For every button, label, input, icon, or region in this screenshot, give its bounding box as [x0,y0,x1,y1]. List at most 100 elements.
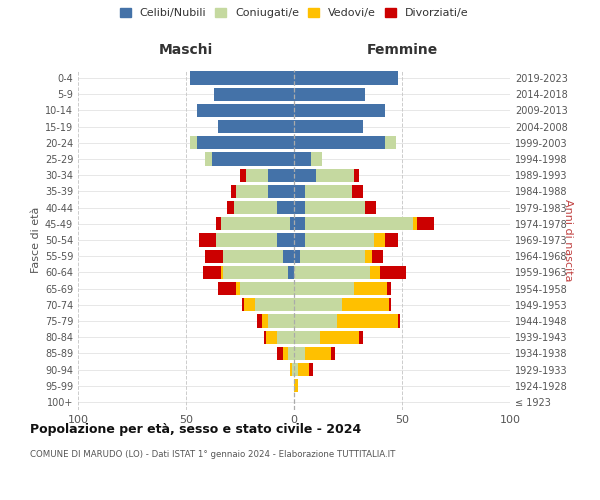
Bar [372,250,383,263]
Text: Maschi: Maschi [159,43,213,57]
Bar [255,298,294,312]
Bar [294,120,363,134]
Bar [232,185,236,198]
Bar [417,217,434,230]
Bar [294,168,316,182]
Bar [190,136,197,149]
Bar [257,314,262,328]
Bar [197,136,294,149]
Bar [277,346,283,360]
Text: Popolazione per età, sesso e stato civile - 2024: Popolazione per età, sesso e stato civil… [30,422,361,436]
Bar [294,185,305,198]
Bar [298,363,309,376]
Bar [294,346,305,360]
Bar [398,314,400,328]
Bar [223,266,287,279]
Bar [341,298,389,312]
Bar [355,168,359,182]
Bar [216,217,221,230]
Bar [214,88,294,101]
Bar [294,298,341,312]
Bar [385,234,398,246]
Bar [294,72,398,85]
Bar [277,330,294,344]
Bar [294,363,298,376]
Bar [294,314,337,328]
Bar [292,363,294,376]
Bar [316,168,355,182]
Bar [221,266,223,279]
Bar [218,282,236,295]
Bar [413,217,417,230]
Bar [305,346,331,360]
Bar [227,201,233,214]
Bar [266,330,277,344]
Bar [236,282,240,295]
Bar [268,168,294,182]
Bar [365,250,372,263]
Bar [374,234,385,246]
Bar [203,266,221,279]
Bar [309,363,313,376]
Bar [199,234,216,246]
Bar [305,217,413,230]
Bar [387,282,391,295]
Bar [205,250,223,263]
Bar [294,217,305,230]
Bar [305,234,374,246]
Bar [283,346,287,360]
Bar [290,363,292,376]
Text: COMUNE DI MARUDO (LO) - Dati ISTAT 1° gennaio 2024 - Elaborazione TUTTITALIA.IT: COMUNE DI MARUDO (LO) - Dati ISTAT 1° ge… [30,450,395,459]
Y-axis label: Fasce di età: Fasce di età [31,207,41,273]
Bar [218,120,294,134]
Bar [294,152,311,166]
Bar [359,330,363,344]
Bar [320,330,359,344]
Bar [294,282,355,295]
Bar [331,346,335,360]
Bar [277,234,294,246]
Bar [212,152,294,166]
Text: Femmine: Femmine [367,43,437,57]
Bar [240,168,247,182]
Legend: Celibi/Nubili, Coniugati/e, Vedovi/e, Divorziati/e: Celibi/Nubili, Coniugati/e, Vedovi/e, Di… [118,6,470,20]
Bar [380,266,406,279]
Bar [294,136,385,149]
Bar [264,330,266,344]
Bar [294,250,301,263]
Bar [389,298,391,312]
Bar [197,104,294,117]
Y-axis label: Anni di nascita: Anni di nascita [563,198,573,281]
Bar [216,234,277,246]
Bar [236,185,268,198]
Bar [294,379,298,392]
Bar [268,314,294,328]
Bar [337,314,398,328]
Bar [301,250,365,263]
Bar [244,298,255,312]
Bar [277,201,294,214]
Bar [365,201,376,214]
Bar [223,250,283,263]
Bar [294,330,320,344]
Bar [240,282,294,295]
Bar [190,72,294,85]
Bar [352,185,363,198]
Bar [294,266,370,279]
Bar [305,185,352,198]
Bar [247,168,268,182]
Bar [294,104,385,117]
Bar [294,234,305,246]
Bar [205,152,212,166]
Bar [287,266,294,279]
Bar [287,346,294,360]
Bar [385,136,395,149]
Bar [311,152,322,166]
Bar [233,201,277,214]
Bar [305,201,365,214]
Bar [242,298,244,312]
Bar [268,185,294,198]
Bar [262,314,268,328]
Bar [294,88,365,101]
Bar [294,201,305,214]
